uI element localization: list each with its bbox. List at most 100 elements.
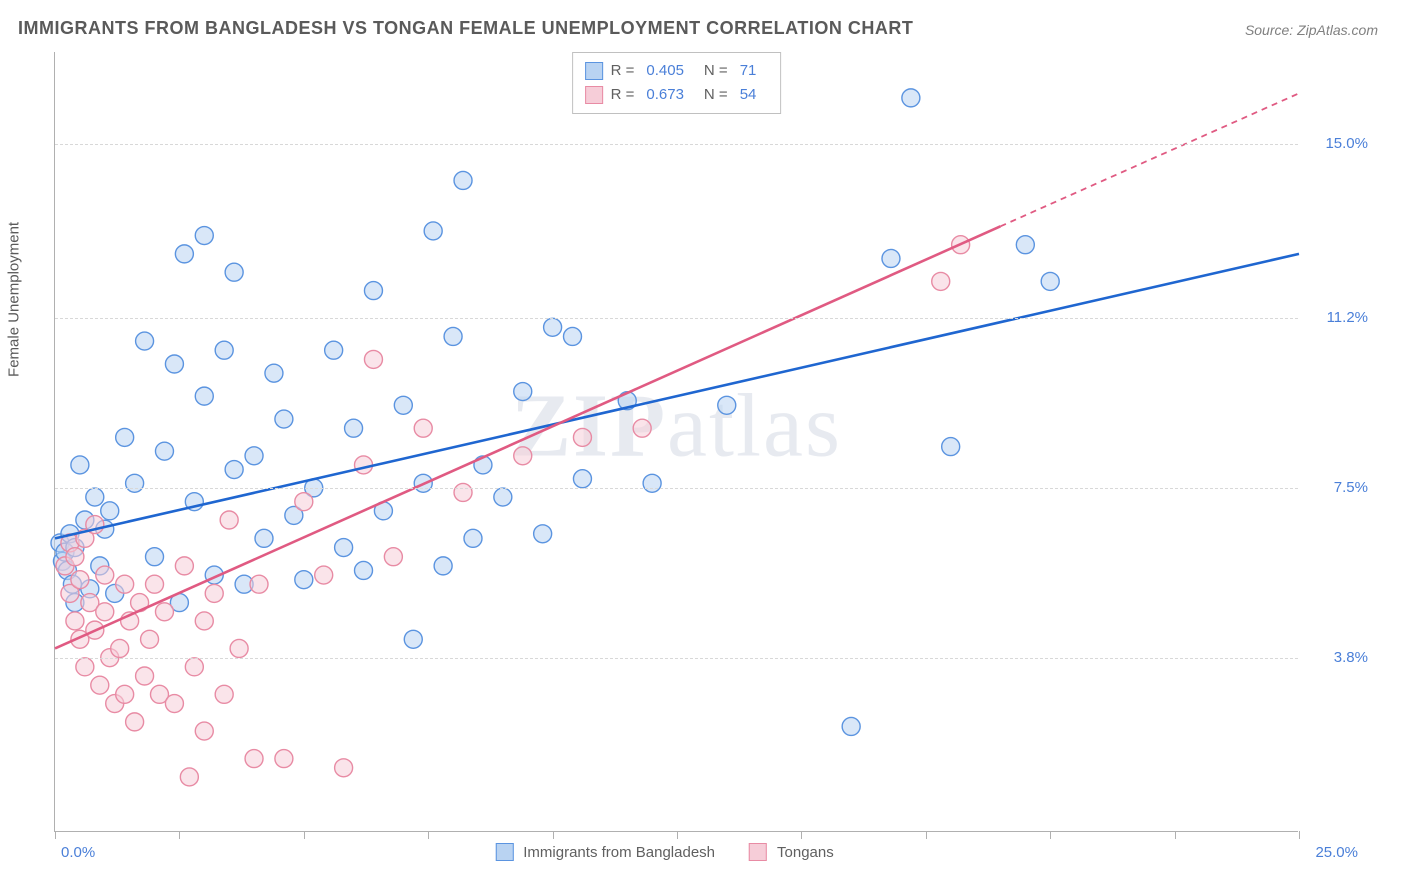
data-point xyxy=(66,548,84,566)
x-tick xyxy=(1299,831,1300,839)
data-point xyxy=(364,350,382,368)
data-point xyxy=(345,419,363,437)
legend-n-label: N = xyxy=(704,83,728,107)
data-point xyxy=(250,575,268,593)
data-point xyxy=(126,474,144,492)
data-point xyxy=(265,364,283,382)
data-point xyxy=(464,529,482,547)
data-point xyxy=(275,410,293,428)
data-point xyxy=(514,383,532,401)
data-point xyxy=(66,612,84,630)
data-point xyxy=(544,318,562,336)
data-point xyxy=(1016,236,1034,254)
data-point xyxy=(355,561,373,579)
data-point xyxy=(633,419,651,437)
data-point xyxy=(76,658,94,676)
data-point xyxy=(643,474,661,492)
x-axis-end-label: 25.0% xyxy=(1315,844,1358,861)
data-point xyxy=(215,341,233,359)
y-axis-label: Female Unemployment xyxy=(6,222,23,377)
x-tick xyxy=(1175,831,1176,839)
series-legend: Immigrants from BangladeshTongans xyxy=(495,843,857,861)
data-point xyxy=(146,575,164,593)
data-point xyxy=(245,447,263,465)
data-point xyxy=(902,89,920,107)
data-point xyxy=(136,332,154,350)
x-tick xyxy=(179,831,180,839)
x-tick xyxy=(677,831,678,839)
y-tick-label: 15.0% xyxy=(1325,135,1368,152)
trend-line xyxy=(55,226,1000,648)
data-point xyxy=(325,341,343,359)
data-point xyxy=(494,488,512,506)
data-point xyxy=(404,630,422,648)
trend-line-extrapolated xyxy=(1000,93,1299,226)
data-point xyxy=(384,548,402,566)
plot-svg xyxy=(55,52,1298,831)
correlation-chart: IMMIGRANTS FROM BANGLADESH VS TONGAN FEM… xyxy=(0,0,1406,892)
legend-row: R = 0.673N = 54 xyxy=(585,83,769,107)
data-point xyxy=(111,639,129,657)
data-point xyxy=(195,612,213,630)
data-point xyxy=(146,548,164,566)
data-point xyxy=(444,327,462,345)
legend-r-value: 0.405 xyxy=(646,59,684,83)
trend-line xyxy=(55,254,1299,538)
gridline xyxy=(55,658,1298,659)
legend-r-value: 0.673 xyxy=(646,83,684,107)
data-point xyxy=(564,327,582,345)
data-point xyxy=(165,355,183,373)
data-point xyxy=(71,571,89,589)
gridline xyxy=(55,488,1298,489)
x-tick xyxy=(1050,831,1051,839)
legend-swatch xyxy=(749,843,767,861)
data-point xyxy=(225,461,243,479)
data-point xyxy=(315,566,333,584)
y-tick-label: 7.5% xyxy=(1334,479,1368,496)
data-point xyxy=(195,722,213,740)
data-point xyxy=(195,227,213,245)
data-point xyxy=(454,171,472,189)
legend-n-value: 54 xyxy=(740,83,757,107)
data-point xyxy=(180,768,198,786)
data-point xyxy=(185,658,203,676)
legend-series-label: Tongans xyxy=(777,844,834,861)
data-point xyxy=(394,396,412,414)
data-point xyxy=(116,428,134,446)
data-point xyxy=(136,667,154,685)
legend-swatch xyxy=(585,86,603,104)
data-point xyxy=(165,695,183,713)
plot-area: ZIPatlas R = 0.405N = 71R = 0.673N = 54 … xyxy=(54,52,1298,832)
data-point xyxy=(86,488,104,506)
data-point xyxy=(454,483,472,501)
data-point xyxy=(155,442,173,460)
data-point xyxy=(718,396,736,414)
data-point xyxy=(91,676,109,694)
data-point xyxy=(842,717,860,735)
data-point xyxy=(101,502,119,520)
data-point xyxy=(141,630,159,648)
data-point xyxy=(230,639,248,657)
data-point xyxy=(175,245,193,263)
data-point xyxy=(116,575,134,593)
gridline xyxy=(55,144,1298,145)
data-point xyxy=(195,387,213,405)
legend-n-label: N = xyxy=(704,59,728,83)
data-point xyxy=(882,249,900,267)
data-point xyxy=(255,529,273,547)
data-point xyxy=(932,272,950,290)
chart-title: IMMIGRANTS FROM BANGLADESH VS TONGAN FEM… xyxy=(18,18,913,39)
source-attribution: Source: ZipAtlas.com xyxy=(1245,22,1378,38)
x-tick xyxy=(801,831,802,839)
data-point xyxy=(364,282,382,300)
legend-row: R = 0.405 N = 71 xyxy=(585,59,769,83)
data-point xyxy=(434,557,452,575)
legend-n-value: 71 xyxy=(740,59,757,83)
data-point xyxy=(175,557,193,575)
data-point xyxy=(245,750,263,768)
data-point xyxy=(155,603,173,621)
data-point xyxy=(335,759,353,777)
data-point xyxy=(534,525,552,543)
legend-r-label: R = xyxy=(611,59,635,83)
data-point xyxy=(71,456,89,474)
